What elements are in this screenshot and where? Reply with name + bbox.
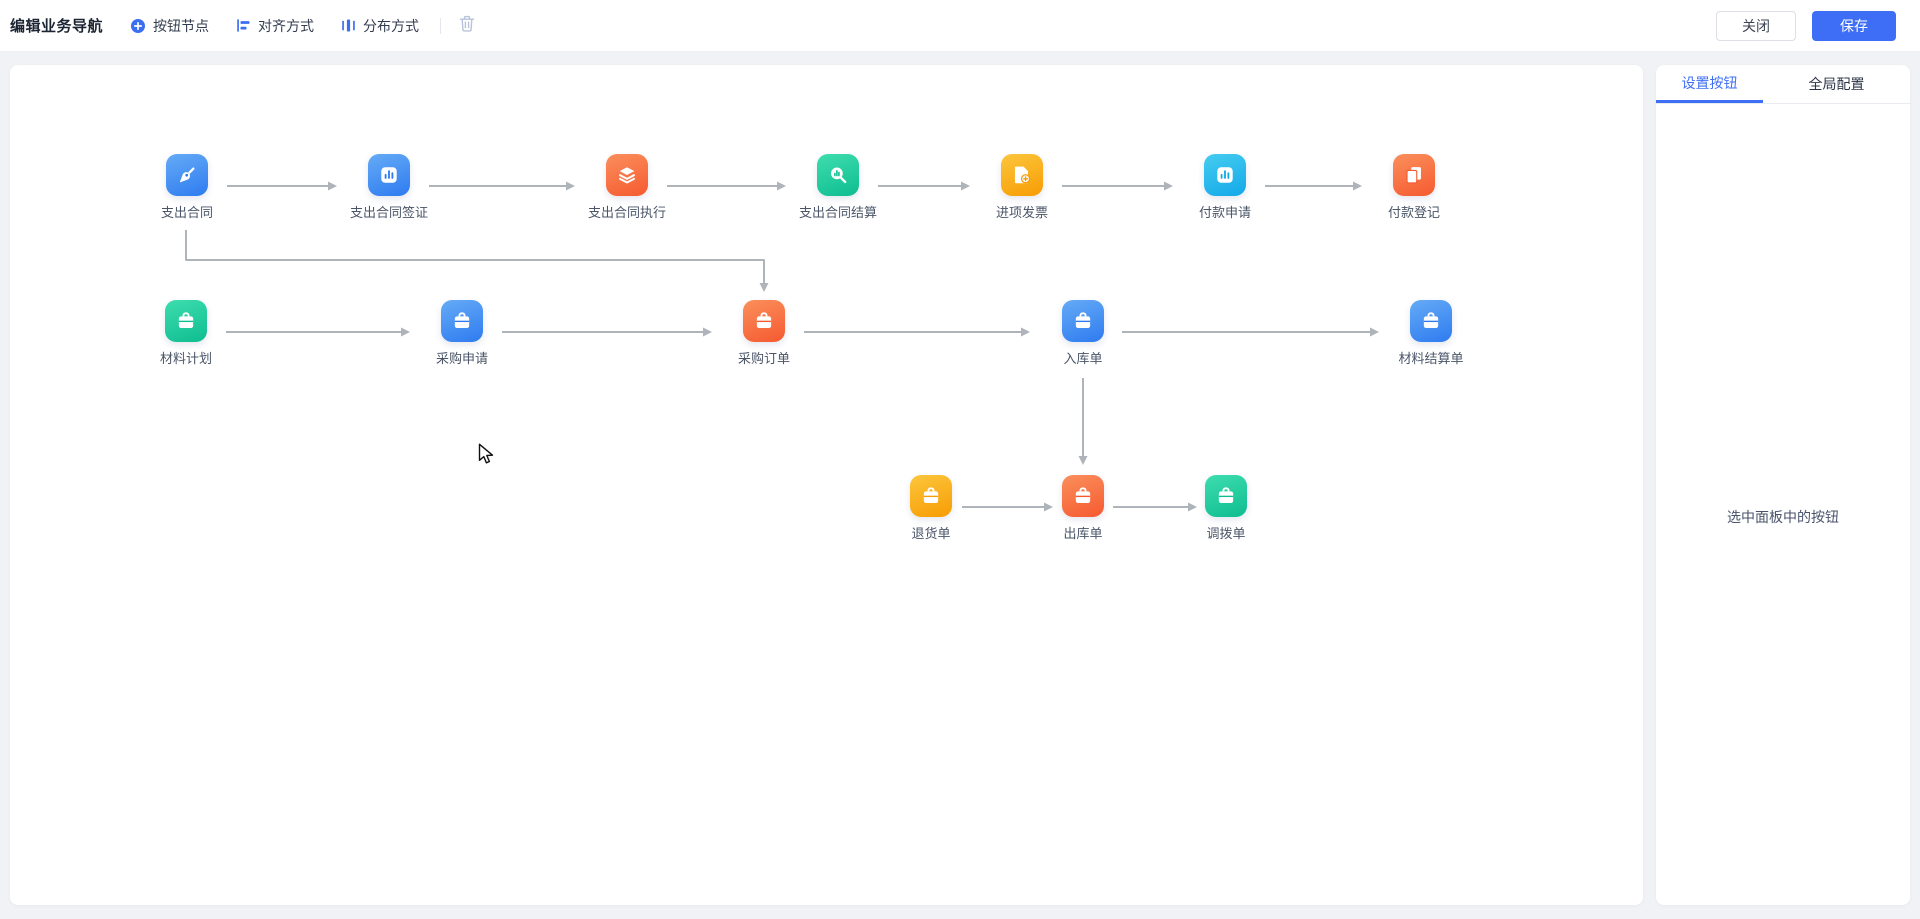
mouse-cursor-icon <box>478 443 497 471</box>
briefcase-icon <box>165 300 207 342</box>
align-icon <box>236 18 251 33</box>
node-label: 退货单 <box>911 526 951 541</box>
flow-node[interactable]: 支出合同 <box>127 154 247 220</box>
panel-tabbar: 设置按钮 全局配置 <box>1656 65 1910 104</box>
flow-edge <box>185 230 769 292</box>
flow-edge <box>1122 327 1379 337</box>
node-label: 材料结算单 <box>1398 351 1464 366</box>
briefcase-icon <box>1205 475 1247 517</box>
file-plus-icon <box>1001 154 1043 196</box>
flow-node[interactable]: 材料结算单 <box>1371 300 1491 366</box>
node-label: 付款申请 <box>1198 205 1251 220</box>
distribute-button[interactable]: 分布方式 <box>341 16 419 36</box>
tab-global-config[interactable]: 全局配置 <box>1808 76 1865 92</box>
plus-circle-icon <box>130 18 146 34</box>
distribute-icon <box>341 18 356 33</box>
save-button[interactable]: 保存 <box>1812 10 1896 41</box>
chart-icon <box>1204 154 1246 196</box>
pen-icon <box>166 154 208 196</box>
flow-edge <box>502 327 712 337</box>
flow-node[interactable]: 支出合同签证 <box>329 154 449 220</box>
flow-node[interactable]: 支出合同执行 <box>567 154 687 220</box>
settings-panel: 设置按钮 全局配置 选中面板中的按钮 <box>1656 65 1910 905</box>
add-node-label: 按钮节点 <box>153 17 210 34</box>
node-label: 支出合同签证 <box>349 205 428 220</box>
flow-canvas[interactable]: 支出合同 支出合同签证 支出合同执行 支出合同结算 进项发票 付款申请 付款登记材料计划 采购… <box>10 65 1643 905</box>
flow-node[interactable]: 退货单 <box>871 475 991 541</box>
flow-edge <box>226 327 410 337</box>
flow-node[interactable]: 进项发票 <box>962 154 1082 220</box>
panel-empty-hint: 选中面板中的按钮 <box>1727 509 1839 525</box>
briefcase-icon <box>743 300 785 342</box>
node-label: 支出合同执行 <box>587 205 666 220</box>
flow-node[interactable]: 出库单 <box>1023 475 1143 541</box>
briefcase-icon <box>910 475 952 517</box>
flow-node[interactable]: 材料计划 <box>126 300 246 366</box>
flow-node[interactable]: 付款申请 <box>1165 154 1285 220</box>
chart-icon <box>368 154 410 196</box>
flow-edge <box>1078 378 1088 465</box>
add-node-button[interactable]: 按钮节点 <box>130 16 209 36</box>
trash-icon <box>459 15 475 37</box>
flow-node[interactable]: 付款登记 <box>1354 154 1474 220</box>
delete-node-button[interactable] <box>459 15 475 37</box>
node-label: 进项发票 <box>995 205 1048 220</box>
node-label: 采购申请 <box>435 351 488 366</box>
node-label: 调拨单 <box>1206 526 1246 541</box>
flow-node[interactable]: 支出合同结算 <box>778 154 898 220</box>
search-chart-icon <box>817 154 859 196</box>
flow-node[interactable]: 调拨单 <box>1166 475 1286 541</box>
top-toolbar: 编辑业务导航 按钮节点 对齐方式 分布方式 关闭 保存 <box>0 0 1920 52</box>
toolbar-divider <box>440 17 442 34</box>
briefcase-icon <box>1062 475 1104 517</box>
flow-node[interactable]: 采购订单 <box>704 300 824 366</box>
briefcase-icon <box>1062 300 1104 342</box>
node-label: 采购订单 <box>737 351 790 366</box>
briefcase-icon <box>1410 300 1452 342</box>
align-label: 对齐方式 <box>258 17 315 34</box>
node-label: 材料计划 <box>159 351 212 366</box>
distribute-label: 分布方式 <box>363 17 420 34</box>
node-label: 入库单 <box>1063 351 1103 366</box>
flow-edge <box>804 327 1030 337</box>
node-label: 付款登记 <box>1387 205 1440 220</box>
layers-icon <box>606 154 648 196</box>
tab-button-settings[interactable]: 设置按钮 <box>1656 65 1763 103</box>
flow-node[interactable]: 入库单 <box>1023 300 1143 366</box>
copy-icon <box>1393 154 1435 196</box>
align-button[interactable]: 对齐方式 <box>236 16 314 36</box>
flow-edge <box>429 181 575 191</box>
briefcase-icon <box>441 300 483 342</box>
close-button[interactable]: 关闭 <box>1716 10 1796 41</box>
node-label: 支出合同 <box>160 205 213 220</box>
node-label: 出库单 <box>1063 526 1103 541</box>
node-label: 支出合同结算 <box>798 205 877 220</box>
flow-node[interactable]: 采购申请 <box>402 300 522 366</box>
page-title: 编辑业务导航 <box>10 18 104 35</box>
